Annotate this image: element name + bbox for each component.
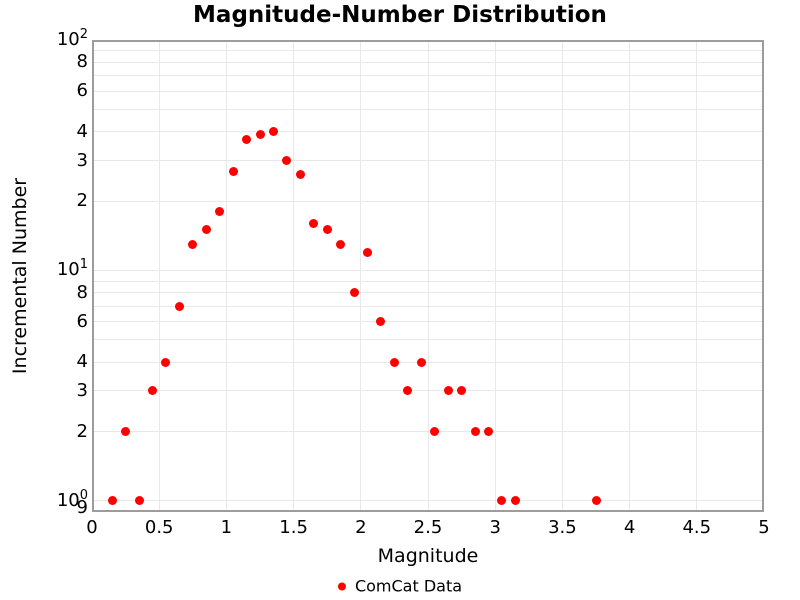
x-tick-label: 2 xyxy=(355,517,367,538)
y-tick-exponent: 2 xyxy=(79,27,88,42)
y-tick-label: 8 xyxy=(76,281,88,303)
chart-title: Magnitude-Number Distribution xyxy=(193,2,607,28)
y-tick-label: 101 xyxy=(56,257,88,281)
x-tick-label: 4.5 xyxy=(682,517,712,538)
data-point xyxy=(282,156,292,165)
y-tick-label: 6 xyxy=(76,80,88,102)
data-point xyxy=(134,496,144,506)
data-point xyxy=(161,357,171,367)
data-point xyxy=(322,225,332,235)
y-tick-exponent: 1 xyxy=(79,257,88,273)
y-tick-label: 3 xyxy=(76,149,88,171)
data-point xyxy=(242,135,252,145)
y-tick-label: 2 xyxy=(76,190,88,212)
x-tick-label: 1 xyxy=(220,517,233,538)
data-point xyxy=(147,386,157,396)
y-tick-label: 3 xyxy=(76,379,88,401)
x-tick-label: 5 xyxy=(758,517,770,538)
data-point xyxy=(403,386,413,396)
x-gridline xyxy=(225,40,227,512)
x-gridline xyxy=(629,40,631,512)
x-gridline xyxy=(293,40,295,512)
data-point xyxy=(349,288,359,298)
data-point xyxy=(457,386,467,396)
x-gridline xyxy=(158,40,160,512)
data-point xyxy=(228,166,238,176)
x-tick-label: 3 xyxy=(489,517,501,538)
x-tick-label: 3.5 xyxy=(548,517,577,538)
data-point xyxy=(268,127,278,137)
x-gridline xyxy=(696,40,698,512)
x-tick-label: 2.5 xyxy=(413,517,443,538)
data-point xyxy=(430,427,440,437)
data-point xyxy=(363,247,373,257)
plot-area xyxy=(92,40,764,512)
data-point xyxy=(295,170,305,180)
legend-marker-icon xyxy=(337,582,346,590)
y-tick-label: 8 xyxy=(76,51,88,73)
data-point xyxy=(121,427,131,437)
x-gridline xyxy=(494,40,496,512)
y-tick-label: 102 xyxy=(56,27,88,50)
data-point xyxy=(376,317,386,327)
data-point xyxy=(483,427,493,437)
x-tick-label: 4 xyxy=(623,517,636,538)
legend-series-label: ComCat Data xyxy=(354,576,463,596)
y-tick-label: 4 xyxy=(76,351,88,373)
x-tick-label: 0.5 xyxy=(144,517,174,538)
data-point xyxy=(107,496,117,506)
y-tick-exponent: 0 xyxy=(79,487,88,503)
data-point xyxy=(470,427,480,437)
legend[interactable]: ComCat Data xyxy=(337,576,463,596)
x-gridline xyxy=(427,40,429,512)
y-tick-label: 9 xyxy=(76,496,88,518)
x-gridline xyxy=(561,40,563,512)
data-point xyxy=(174,301,184,311)
data-point xyxy=(443,386,453,396)
y-axis-title: Incremental Number xyxy=(9,177,31,375)
x-axis-title: Magnitude xyxy=(377,545,479,567)
y-tick-label: 4 xyxy=(76,120,88,142)
data-point xyxy=(497,496,507,506)
x-tick-label: 0 xyxy=(86,517,98,538)
data-point xyxy=(255,129,265,139)
y-tick-label: 2 xyxy=(76,420,88,442)
data-point xyxy=(336,239,346,249)
data-point xyxy=(201,225,211,235)
data-point xyxy=(389,357,399,367)
data-point xyxy=(591,496,601,506)
x-gridline xyxy=(360,40,362,512)
data-point xyxy=(416,357,426,367)
data-point xyxy=(215,207,225,217)
data-point xyxy=(510,496,520,506)
x-tick-label: 1.5 xyxy=(279,517,308,538)
data-point xyxy=(309,218,319,228)
y-tick-label: 6 xyxy=(76,310,88,332)
plot-border xyxy=(92,40,764,512)
data-point xyxy=(188,239,198,249)
y-tick-label: 100 xyxy=(56,487,88,511)
